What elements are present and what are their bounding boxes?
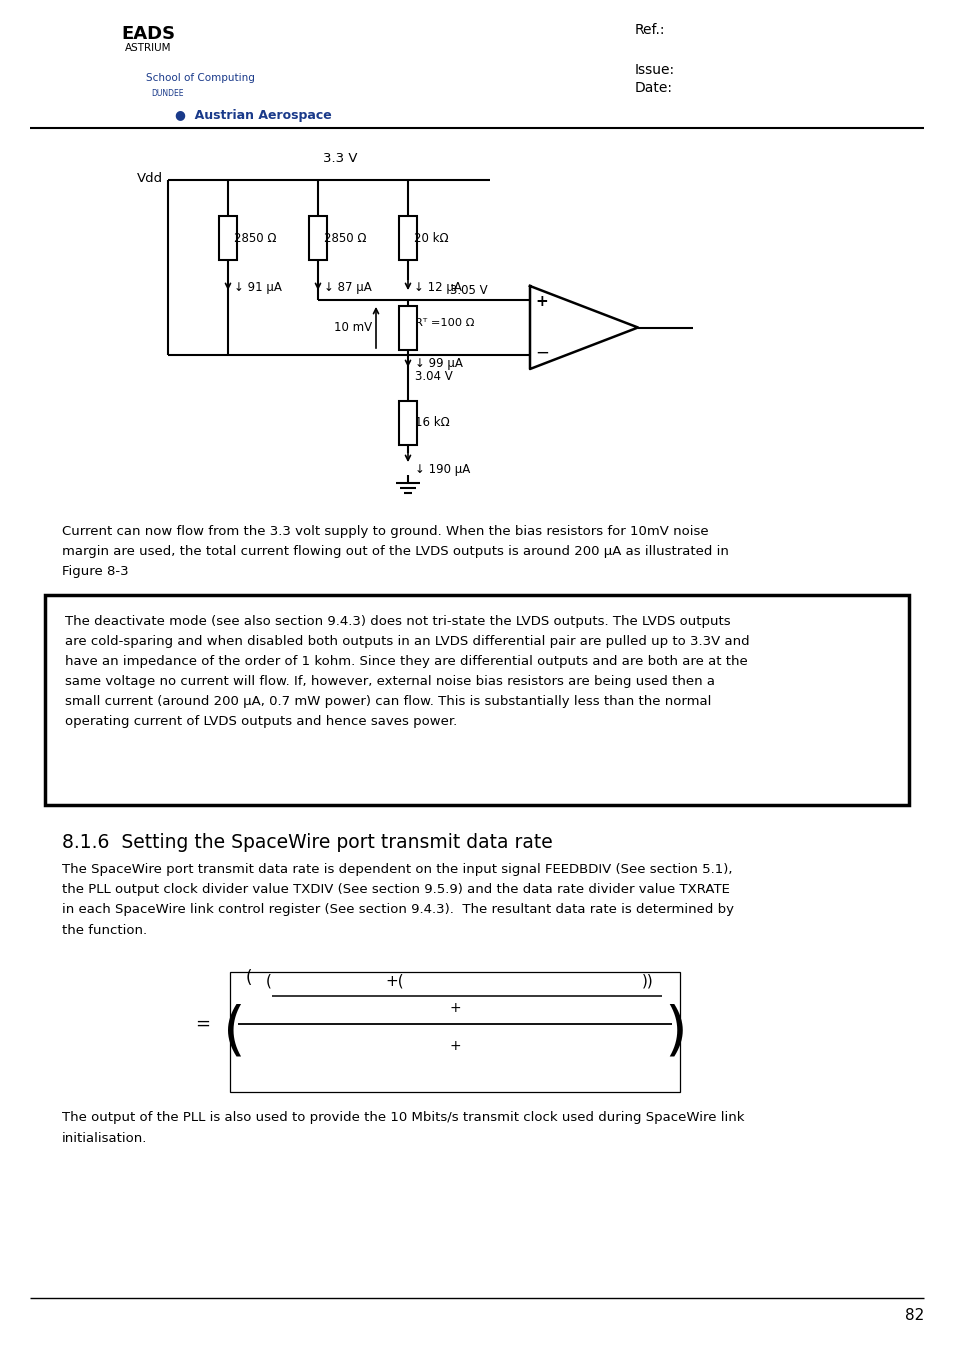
Text: Current can now flow from the 3.3 volt supply to ground. When the bias resistors: Current can now flow from the 3.3 volt s… [62, 525, 708, 539]
Text: ↓ 12 μA: ↓ 12 μA [414, 282, 461, 294]
Text: +(: +( [385, 973, 403, 988]
Text: the PLL output clock divider value TXDIV (See section 9.5.9) and the data rate d: the PLL output clock divider value TXDIV… [62, 883, 729, 896]
Bar [45, 595, 908, 805]
Text: School of Computing: School of Computing [146, 73, 254, 82]
Text: Rᵀ =100 Ω: Rᵀ =100 Ω [415, 319, 474, 328]
Polygon shape [530, 286, 638, 369]
Text: ): ) [664, 1003, 687, 1061]
Text: The SpaceWire port transmit data rate is dependent on the input signal FEEDBDIV : The SpaceWire port transmit data rate is… [62, 864, 732, 876]
Text: are cold-sparing and when disabled both outputs in an LVDS differential pair are: are cold-sparing and when disabled both … [65, 634, 749, 648]
Text: +: + [535, 294, 548, 309]
Text: 3.3 V: 3.3 V [322, 151, 356, 165]
Text: Issue:: Issue: [635, 63, 675, 77]
Text: operating current of LVDS outputs and hence saves power.: operating current of LVDS outputs and he… [65, 714, 456, 728]
Text: EADS: EADS [121, 26, 175, 43]
Text: ●  Austrian Aerospace: ● Austrian Aerospace [174, 108, 332, 122]
Text: =: = [194, 1015, 210, 1033]
Text: ↓ 99 μA: ↓ 99 μA [415, 358, 462, 370]
Text: +: + [449, 1000, 460, 1015]
Text: 82: 82 [903, 1308, 923, 1323]
Text: +: + [449, 1040, 460, 1053]
Text: (: ( [222, 1003, 245, 1061]
Text: 10 mV: 10 mV [334, 321, 372, 333]
Text: The output of the PLL is also used to provide the 10 Mbits/s transmit clock used: The output of the PLL is also used to pr… [62, 1111, 743, 1125]
Text: (: ( [266, 973, 272, 988]
Text: have an impedance of the order of 1 kohm. Since they are differential outputs an: have an impedance of the order of 1 kohm… [65, 655, 747, 667]
Text: small current (around 200 μA, 0.7 mW power) can flow. This is substantially less: small current (around 200 μA, 0.7 mW pow… [65, 694, 711, 707]
Text: DUNDEE: DUNDEE [152, 89, 184, 97]
Text: 2850 Ω: 2850 Ω [233, 231, 276, 244]
Text: 16 kΩ: 16 kΩ [415, 417, 449, 429]
Text: initialisation.: initialisation. [62, 1131, 147, 1145]
Text: ↓ 87 μA: ↓ 87 μA [324, 282, 372, 294]
Bar [309, 216, 327, 261]
Text: Figure 8-3: Figure 8-3 [62, 566, 129, 579]
Text: the function.: the function. [62, 923, 147, 937]
Bar [219, 216, 236, 261]
Text: Date:: Date: [635, 81, 672, 95]
Text: ASTRIUM: ASTRIUM [125, 43, 172, 53]
Text: (: ( [246, 969, 253, 987]
Text: Ref.:: Ref.: [635, 23, 665, 36]
Text: margin are used, the total current flowing out of the LVDS outputs is around 200: margin are used, the total current flowi… [62, 545, 728, 559]
Text: )): )) [641, 973, 653, 988]
Text: −: − [535, 344, 548, 362]
Text: 20 kΩ: 20 kΩ [414, 231, 448, 244]
Bar [398, 305, 416, 350]
Text: The deactivate mode (see also section 9.4.3) does not tri-state the LVDS outputs: The deactivate mode (see also section 9.… [65, 614, 730, 628]
Text: 8.1.6  Setting the SpaceWire port transmit data rate: 8.1.6 Setting the SpaceWire port transmi… [62, 833, 552, 852]
Bar [398, 216, 416, 261]
Bar [230, 972, 679, 1092]
Text: 2850 Ω: 2850 Ω [324, 231, 366, 244]
Text: same voltage no current will flow. If, however, external noise bias resistors ar: same voltage no current will flow. If, h… [65, 675, 714, 687]
Text: ↓ 91 μA: ↓ 91 μA [233, 282, 281, 294]
Text: in each SpaceWire link control register (See section 9.4.3).  The resultant data: in each SpaceWire link control register … [62, 903, 733, 917]
Text: 3.05 V: 3.05 V [450, 285, 487, 297]
Text: Vdd: Vdd [136, 171, 163, 185]
Text: 3.04 V: 3.04 V [415, 370, 453, 383]
Bar [398, 401, 416, 446]
Text: ↓ 190 μA: ↓ 190 μA [415, 463, 470, 477]
